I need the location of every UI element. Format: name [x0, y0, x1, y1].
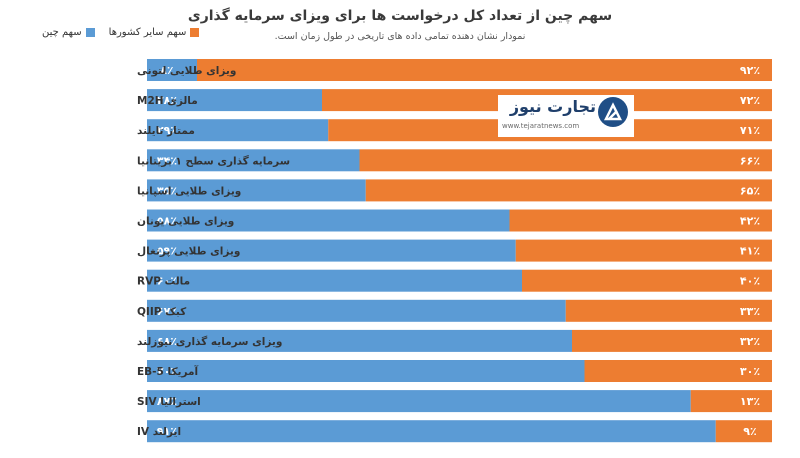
bar-others-share — [365, 179, 772, 202]
category-label: کبک QIIP — [137, 306, 187, 318]
data-label-others: ۹٪ — [743, 425, 756, 438]
bar-row: ۸۷٪ ۱۳٪ استرالیا SIV — [137, 390, 772, 413]
category-label: ویزای سرمایه گذاری نیوزلند — [137, 335, 282, 348]
data-label-others: ۶۵٪ — [740, 184, 760, 197]
bar-row: ۷۰٪ ۳۰٪ آمریکا EB-5 — [137, 360, 772, 382]
bar-row: ۶۰٪ ۴۰٪ مالت RVP — [137, 269, 772, 292]
data-label-china: ۵۹٪ — [157, 245, 177, 258]
logo-text: تجارت نیوز — [509, 97, 596, 116]
category-label: ویزای طلایی اسپانیا — [137, 185, 241, 197]
data-label-others: ۴۰٪ — [740, 275, 760, 288]
bar-china-share — [147, 209, 510, 232]
bar-others-share — [515, 239, 772, 262]
bar-china-share — [147, 420, 716, 443]
bar-others-share — [690, 390, 772, 413]
category-label: ویزای طلایی پرتغال — [137, 246, 240, 258]
bar-row: ۹۱٪ ۹٪ ایرلند IV — [137, 420, 772, 443]
legend-item-others: سهم سایر کشورها — [109, 27, 200, 38]
data-label-china: ۶۸٪ — [157, 335, 177, 348]
logo-url: www.tejaratnews.com — [502, 122, 580, 130]
bar-others-share — [197, 59, 772, 81]
data-label-china: ۳۵٪ — [157, 184, 177, 197]
bar-row: ۵۸٪ ۴۲٪ ویزای طلایی یونان — [137, 209, 772, 232]
bar-china-share — [147, 360, 585, 382]
data-label-china: ۷۰٪ — [157, 365, 177, 378]
category-label: ویزای طلایی لتونی — [137, 65, 236, 77]
data-label-others: ۶۶٪ — [740, 154, 760, 167]
data-label-china: ۲۹٪ — [157, 124, 177, 137]
logo-icon — [598, 97, 628, 127]
category-label: مالت RVP — [137, 276, 190, 288]
legend-item-china: سهم چین — [42, 27, 95, 38]
bar-china-share — [147, 329, 572, 352]
bar-china-share — [147, 239, 516, 262]
bar-others-share — [509, 209, 772, 232]
bar-others-share — [584, 360, 772, 382]
bar-others-share — [522, 269, 772, 292]
category-label: مالزی M2H — [137, 95, 198, 107]
bar-row: ۳۵٪ ۶۵٪ ویزای طلایی اسپانیا — [137, 179, 772, 202]
bar-china-share — [147, 59, 197, 81]
data-label-china: ۵۸٪ — [157, 215, 177, 228]
bar-others-share — [572, 329, 772, 352]
legend-label-china: سهم چین — [42, 26, 82, 38]
bar-row: ۲۸٪ ۷۲٪ مالزی M2H — [137, 89, 772, 112]
data-label-others: ۳۲٪ — [740, 335, 760, 348]
bar-china-share — [147, 119, 329, 142]
data-label-others: ۱۳٪ — [740, 395, 760, 408]
chart-title: سهم چین از تعداد کل درخواست ها برای ویزا… — [187, 8, 613, 24]
bar-others-share — [565, 299, 772, 322]
chart-legend: سهم چین سهم سایر کشورها — [42, 24, 200, 40]
data-label-china: ۶۰٪ — [157, 275, 177, 288]
bar-others-share — [359, 149, 772, 172]
bar-row: ۸٪ ۹۲٪ ویزای طلایی لتونی — [137, 59, 772, 81]
data-label-others: ۳۳٪ — [740, 305, 760, 318]
bar-row: ۶۸٪ ۳۲٪ ویزای سرمایه گذاری نیوزلند — [137, 329, 772, 352]
chart-subtitle: نمودار نشان دهنده تمامی داده های تاریخی … — [274, 31, 526, 42]
data-label-others: ۷۲٪ — [740, 94, 760, 107]
data-label-china: ۳۴٪ — [157, 154, 177, 167]
data-label-china: ۹۱٪ — [157, 425, 177, 438]
category-label: ویزای طلایی یونان — [137, 216, 234, 228]
data-label-china: ۸٪ — [160, 64, 173, 77]
bar-china-share — [147, 179, 366, 202]
bar-row: ۶۷٪ ۳۳٪ کبک QIIP — [137, 299, 772, 322]
bar-china-share — [147, 89, 322, 112]
category-label: سرمایه گذاری سطح ۱ بریتانیا — [137, 154, 290, 167]
data-label-others: ۳۰٪ — [740, 365, 760, 378]
bar-china-share — [147, 390, 691, 413]
bar-row: ۳۴٪ ۶۶٪ سرمایه گذاری سطح ۱ بریتانیا — [137, 149, 772, 172]
bar-china-share — [147, 149, 360, 172]
data-label-china: ۶۷٪ — [157, 305, 177, 318]
legend-swatch-china — [85, 27, 95, 37]
data-label-others: ۴۲٪ — [740, 215, 760, 228]
data-label-others: ۷۱٪ — [740, 124, 760, 137]
category-label: ممتاز تایلند — [137, 125, 195, 137]
data-label-others: ۹۲٪ — [740, 64, 760, 77]
data-label-others: ۴۱٪ — [740, 245, 760, 258]
bar-china-share — [147, 269, 522, 292]
bar-china-share — [147, 299, 566, 322]
data-label-china: ۸۷٪ — [157, 395, 177, 408]
data-label-china: ۲۸٪ — [157, 94, 177, 107]
watermark-logo: تجارت نیوز www.tejaratnews.com — [498, 95, 634, 137]
bar-others-share — [715, 420, 772, 443]
category-label: آمریکا EB-5 — [137, 365, 199, 378]
legend-label-others: سهم سایر کشورها — [108, 26, 187, 38]
bar-row: ۵۹٪ ۴۱٪ ویزای طلایی پرتغال — [137, 239, 772, 262]
legend-swatch-others — [190, 27, 200, 37]
category-label: استرالیا SIV — [137, 396, 201, 408]
bar-row: ۲۹٪ ۷۱٪ ممتاز تایلند — [137, 119, 772, 142]
category-label: ایرلند IV — [137, 426, 181, 438]
